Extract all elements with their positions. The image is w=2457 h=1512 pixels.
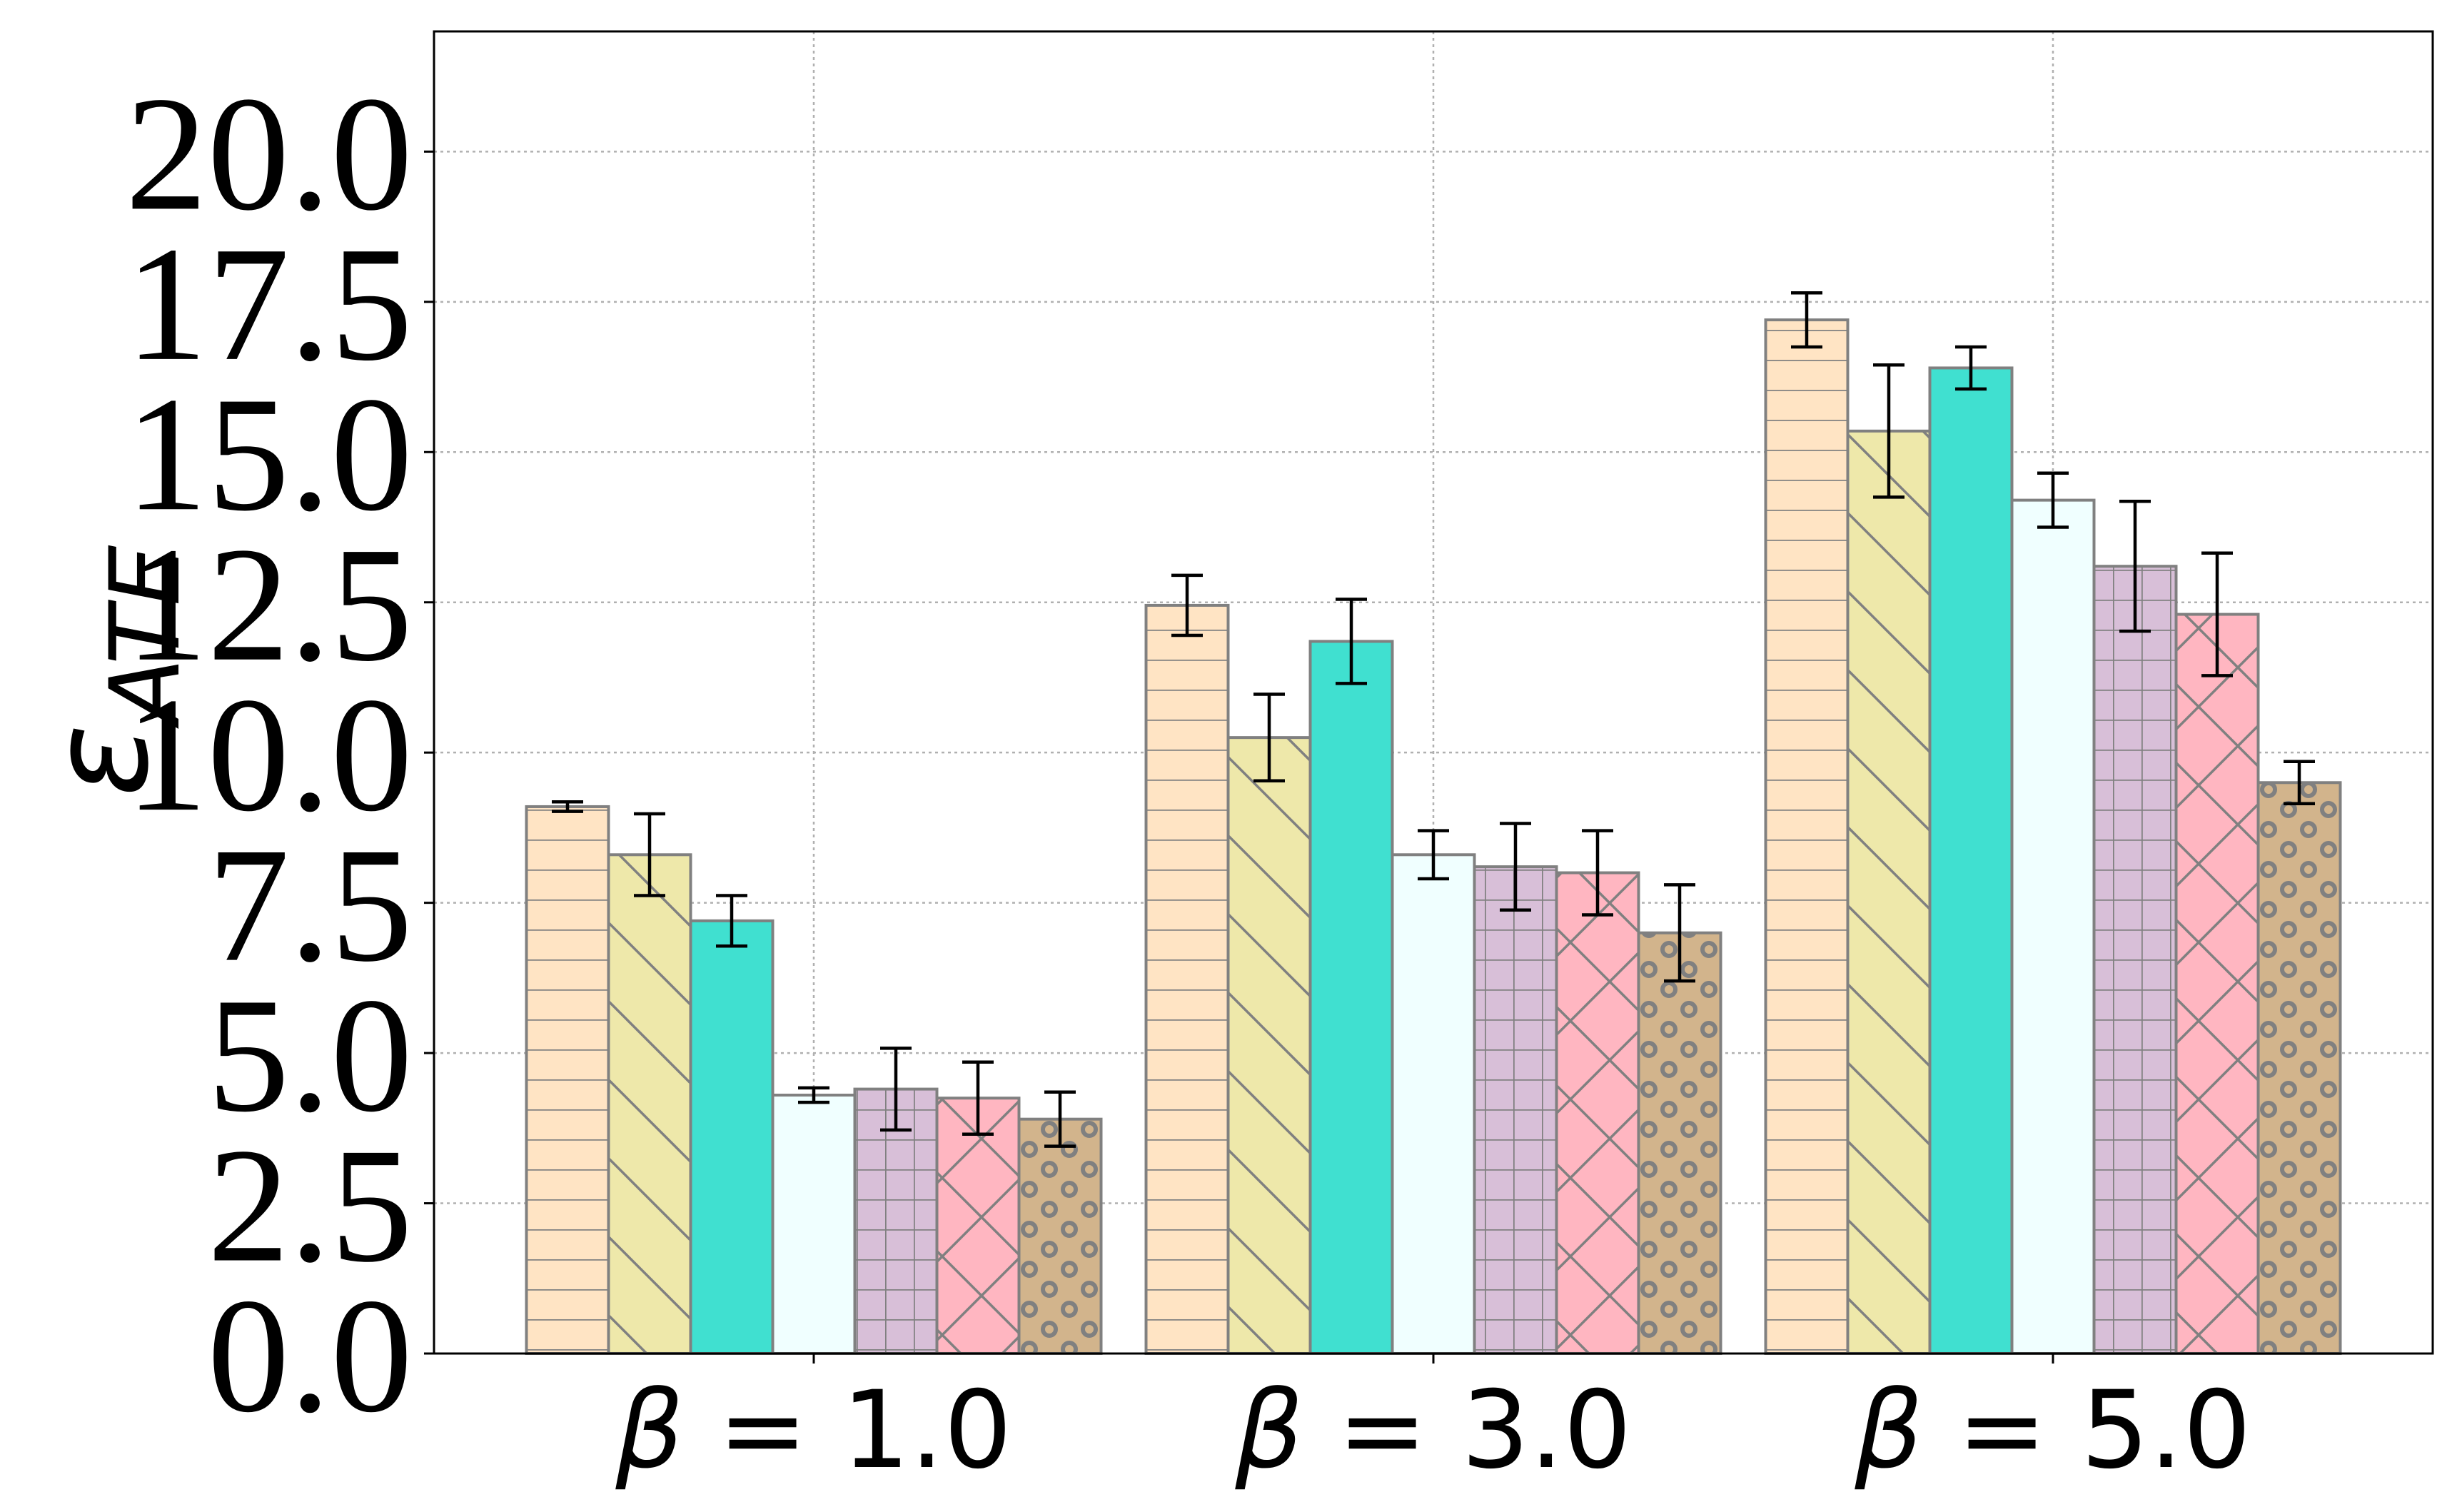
bar-series-3	[1929, 368, 2012, 1354]
x-tick-text: = 3.0	[1303, 1369, 1632, 1493]
x-tick-symbol: β	[1234, 1369, 1303, 1493]
y-tick-label: 15.0	[126, 363, 413, 545]
bar-series-4	[1392, 855, 1475, 1354]
x-tick-label: β = 5.0	[1854, 1369, 2251, 1493]
bar-hatch-series-6	[937, 1098, 1019, 1354]
x-tick-symbol: β	[615, 1369, 684, 1493]
y-tick-label: 7.5	[208, 814, 413, 996]
bar-series-4	[772, 1095, 855, 1354]
bar-hatch-series-2	[608, 855, 691, 1354]
bar-hatch-series-5	[2094, 566, 2176, 1354]
y-axis-subscript: ATE	[89, 545, 201, 730]
x-tick-label: β = 3.0	[1234, 1369, 1631, 1493]
bar-hatch-series-5	[854, 1089, 937, 1354]
bar-hatch-series-1	[1765, 320, 1848, 1354]
y-tick-label: 12.5	[126, 513, 413, 695]
x-tick-symbol: β	[1854, 1369, 1923, 1493]
bar-hatch-series-6	[2176, 614, 2259, 1354]
bar-hatch-series-2	[1228, 737, 1311, 1354]
x-tick-text: = 1.0	[684, 1369, 1012, 1493]
y-tick-label: 10.0	[126, 663, 413, 845]
bar-hatch-series-1	[526, 806, 609, 1354]
bar-hatch-series-1	[1146, 605, 1228, 1354]
x-tick-text: = 5.0	[1923, 1369, 2251, 1493]
y-axis-label: εATE	[21, 545, 201, 797]
bar-hatch-series-7	[2258, 782, 2341, 1354]
y-tick-label: 0.0	[208, 1264, 413, 1446]
bar-hatch-series-5	[1474, 867, 1557, 1354]
bar-hatch-series-7	[1638, 932, 1721, 1354]
y-tick-label: 5.0	[208, 964, 413, 1146]
x-tick-label: β = 1.0	[615, 1369, 1011, 1493]
y-axis-symbol: ε	[21, 724, 178, 797]
bar-hatch-series-7	[1019, 1119, 1101, 1354]
bar-series-3	[1310, 641, 1393, 1354]
y-tick-label: 17.5	[126, 213, 413, 395]
y-tick-label: 2.5	[208, 1114, 413, 1296]
bar-series-4	[2012, 500, 2094, 1354]
bar-hatch-series-2	[1847, 430, 1930, 1354]
y-tick-label: 20.0	[126, 62, 413, 244]
bar-hatch-series-6	[1556, 872, 1639, 1354]
bar-series-3	[690, 920, 773, 1354]
